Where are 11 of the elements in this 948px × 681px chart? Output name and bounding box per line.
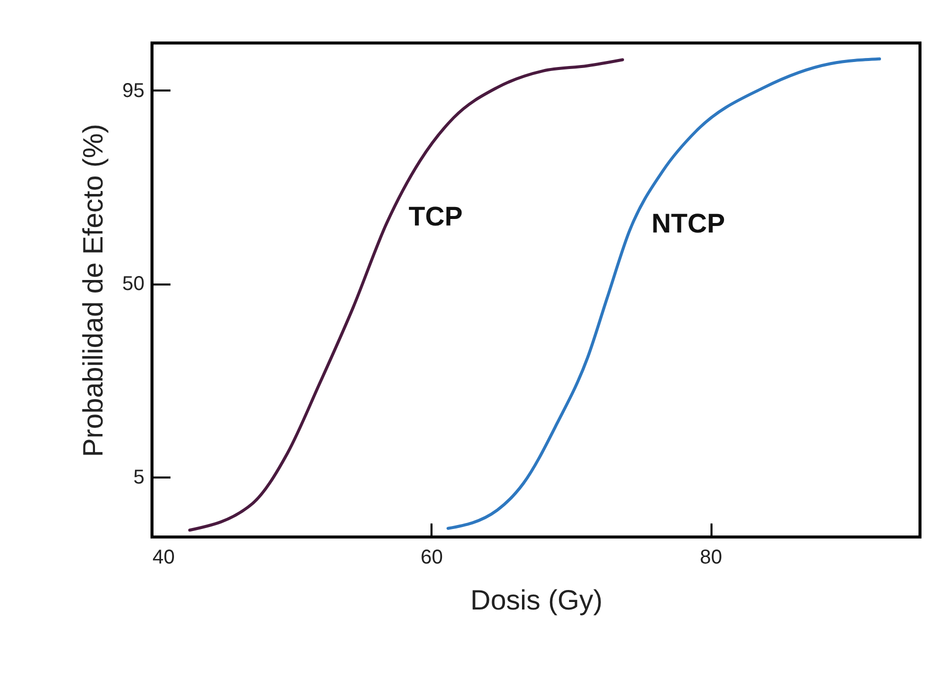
x-tick-label: 80 — [700, 546, 722, 568]
x-tick-label: 40 — [152, 546, 175, 568]
series-label: TCP — [408, 201, 463, 232]
series-label: NTCP — [652, 208, 726, 239]
x-axis-title: Dosis (Gy) — [470, 584, 603, 616]
y-tick-label: 5 — [133, 466, 144, 488]
y-axis-title: Probabilidad de Efecto (%) — [77, 124, 108, 458]
y-tick-label: 50 — [122, 273, 144, 296]
x-tick-label: 60 — [420, 546, 443, 568]
y-tick-label: 95 — [122, 80, 144, 102]
line-series — [188, 58, 624, 532]
